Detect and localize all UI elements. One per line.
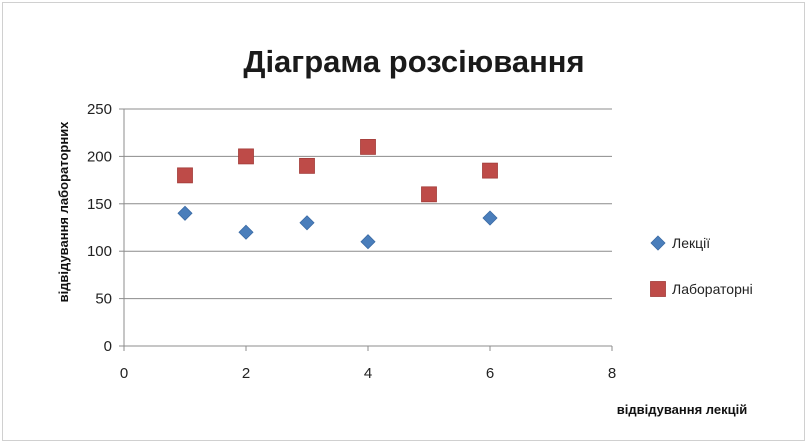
legend: Лекції Лабораторні	[650, 235, 753, 297]
x-tick-label-4: 4	[364, 365, 372, 382]
point-series2-1	[177, 167, 193, 184]
x-axis-ticks: 0 2 4 6 8	[120, 346, 616, 382]
gridlines	[124, 108, 612, 300]
chart-title: Діаграма розсіювання	[243, 44, 584, 79]
point-series2-4	[360, 139, 376, 155]
x-tick-label-8: 8	[608, 365, 616, 382]
x-tick-label-0: 0	[120, 365, 128, 382]
y-tick-label-50: 50	[95, 291, 112, 308]
x-axis-title: відвідування лекцій	[617, 402, 747, 417]
chart-frame	[2, 2, 805, 441]
point-series2-2	[238, 148, 254, 165]
point-series1-3	[299, 215, 315, 231]
legend-label-1: Лекції	[672, 235, 710, 251]
legend-marker-2	[650, 281, 666, 297]
point-series1-5	[482, 210, 498, 226]
x-tick-label-2: 2	[242, 365, 250, 382]
data-points	[177, 139, 498, 250]
y-tick-label-150: 150	[87, 196, 112, 213]
point-series2-6	[482, 162, 498, 179]
y-axis-title: відвідування лабораторних	[56, 121, 71, 303]
point-series2-3	[299, 157, 315, 174]
legend-marker-1	[650, 235, 666, 251]
x-tick-label-6: 6	[486, 365, 494, 382]
point-series1-2	[238, 224, 254, 240]
point-series1-1	[177, 205, 193, 221]
y-tick-label-200: 200	[87, 148, 112, 165]
legend-label-2: Лабораторні	[672, 281, 753, 297]
point-series2-5	[421, 186, 437, 203]
y-tick-label-100: 100	[87, 243, 112, 260]
point-series1-4	[360, 234, 376, 250]
y-tick-label-0: 0	[104, 338, 112, 355]
y-axis-ticks: 0 50 100 150 200 250	[87, 101, 124, 355]
y-tick-label-250: 250	[87, 101, 112, 118]
